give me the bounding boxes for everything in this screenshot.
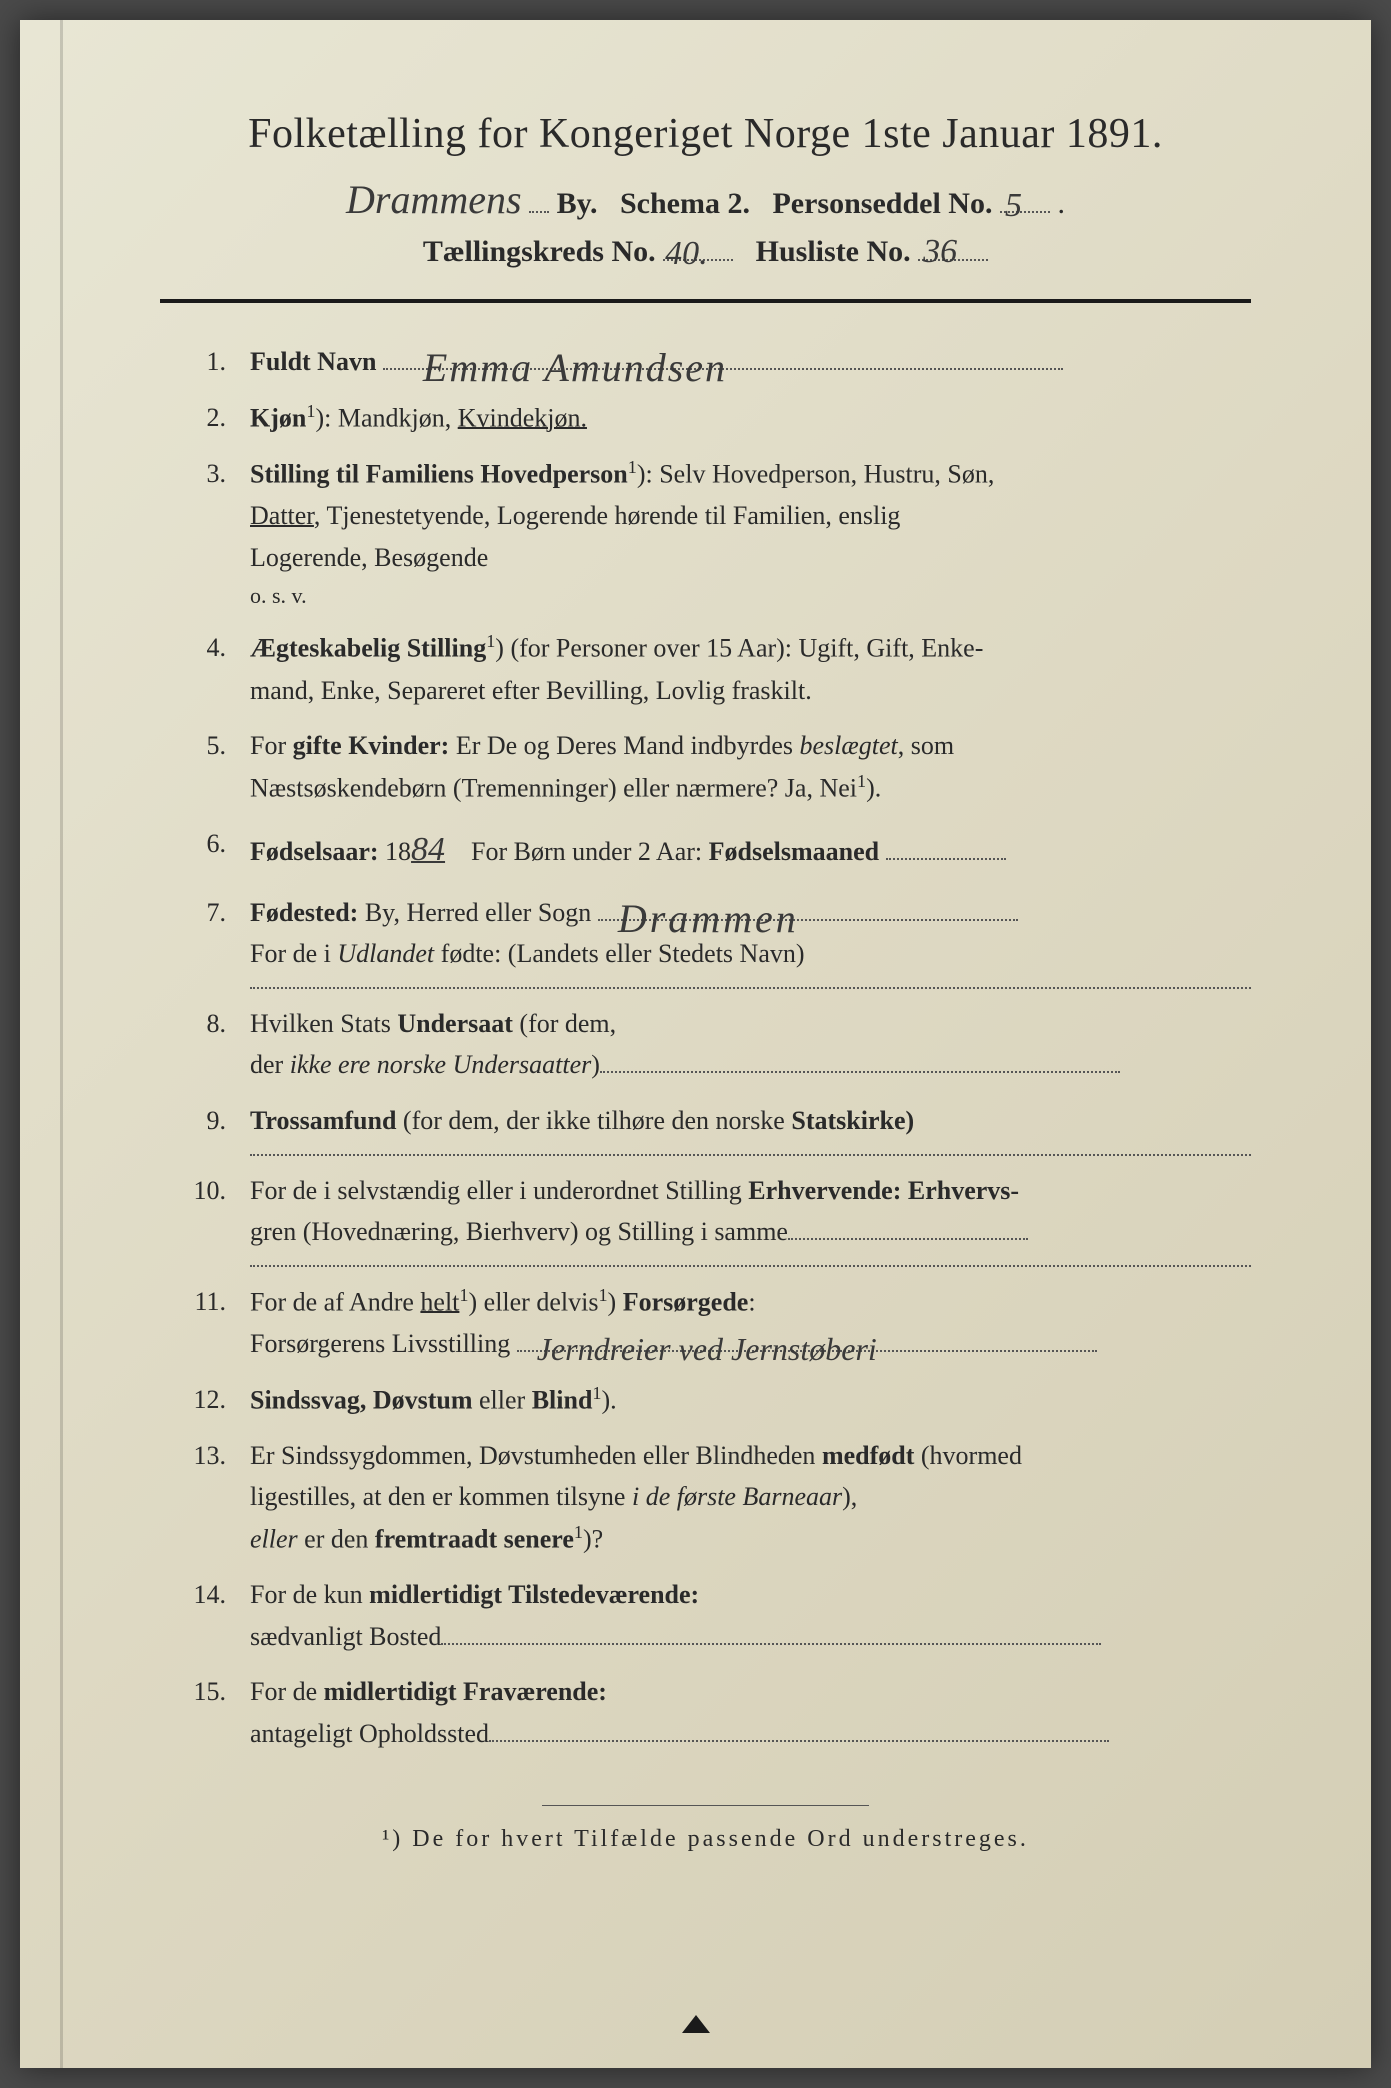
field-8: 8. Hvilken Stats Undersaat (for dem, der… [180, 1003, 1251, 1086]
kreds-no: 40. [665, 235, 708, 273]
field-2-label: Kjøn [250, 403, 306, 432]
field-4-label: Ægteskabelig Stilling [250, 634, 486, 663]
subtitle-row-2: Tællingskreds No. 40. Husliste No. 36 [160, 235, 1251, 269]
field-7-value: Drammen [618, 887, 799, 951]
field-11: 11. For de af Andre helt1) eller delvis1… [180, 1281, 1251, 1365]
field-1-label: Fuldt Navn [250, 347, 376, 376]
field-4: 4. Ægteskabelig Stilling1) (for Personer… [180, 627, 1251, 711]
field-3-selected: Datter [250, 501, 314, 530]
main-title: Folketælling for Kongeriget Norge 1ste J… [160, 110, 1251, 158]
husliste-label: Husliste No. [756, 235, 911, 268]
form-fields: 1. Fuldt Navn Emma Amundsen 2. Kjøn1): M… [160, 341, 1251, 1755]
personseddel-no: 5 [1005, 187, 1022, 225]
field-1: 1. Fuldt Navn Emma Amundsen [180, 341, 1251, 383]
subtitle-row-1: Drammens By. Schema 2. Personseddel No. … [160, 176, 1251, 223]
field-9-label: Trossamfund [250, 1106, 396, 1135]
divider-thick [160, 299, 1251, 303]
field-13: 13. Er Sindssygdommen, Døvstumheden elle… [180, 1435, 1251, 1560]
personseddel-label: Personseddel No. [772, 187, 992, 220]
footnote: ¹) De for hvert Tilfælde passende Ord un… [160, 1826, 1251, 1853]
city-handwritten: Drammens [346, 176, 522, 223]
field-11-value: Jerndreier ved Jernstøberi [537, 1324, 877, 1375]
field-3: 3. Stilling til Familiens Hovedperson1):… [180, 453, 1251, 614]
field-3-label: Stilling til Familiens Hovedperson [250, 460, 628, 489]
field-6: 6. Fødselsaar: 1884 For Børn under 2 Aar… [180, 823, 1251, 877]
field-10: 10. For de i selvstændig eller i underor… [180, 1170, 1251, 1267]
field-9: 9. Trossamfund (for dem, der ikke tilhør… [180, 1100, 1251, 1156]
field-7: 7. Fødested: By, Herred eller Sogn Dramm… [180, 892, 1251, 989]
field-12: 12. Sindssvag, Døvstum eller Blind1). [180, 1379, 1251, 1421]
field-15: 15. For de midlertidigt Fraværende: anta… [180, 1671, 1251, 1754]
kreds-label: Tællingskreds No. [423, 235, 656, 268]
field-2-selected: Kvindekjøn. [458, 403, 587, 432]
by-label: By. [557, 187, 598, 220]
field-6-label: Fødselsaar: [250, 837, 379, 866]
field-5: 5. For gifte Kvinder: Er De og Deres Man… [180, 725, 1251, 809]
form-header: Folketælling for Kongeriget Norge 1ste J… [160, 110, 1251, 269]
schema-label: Schema 2. [620, 187, 750, 220]
field-6-year: 84 [411, 823, 445, 877]
husliste-no: 36 [923, 233, 957, 271]
census-form-page: Folketælling for Kongeriget Norge 1ste J… [20, 20, 1371, 2068]
field-1-value: Emma Amundsen [423, 336, 727, 400]
field-2: 2. Kjøn1): Mandkjøn, Kvindekjøn. [180, 397, 1251, 439]
field-14: 14. For de kun midlertidigt Tilstedevære… [180, 1574, 1251, 1657]
field-7-label: Fødested: [250, 898, 358, 927]
divider-thin [542, 1805, 869, 1806]
triangle-marker-icon [682, 2015, 710, 2033]
